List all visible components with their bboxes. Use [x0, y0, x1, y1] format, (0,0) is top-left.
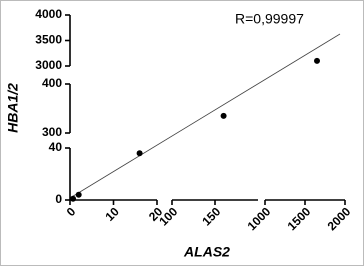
- y-tick-label: 3000: [35, 58, 62, 72]
- y-tick-label: 3500: [35, 33, 62, 47]
- y-tick-label: 0: [55, 192, 62, 206]
- y-axis-label: HBA1/2: [5, 83, 21, 133]
- point: [220, 112, 227, 119]
- x-axis-label: ALAS2: [183, 244, 230, 260]
- y-tick-label: 300: [42, 125, 62, 139]
- point: [314, 57, 320, 64]
- annotation: R=0,99997: [235, 11, 304, 27]
- y-tick-label: 4000: [35, 7, 62, 21]
- point: [136, 150, 143, 157]
- y-tick-label: 40: [49, 140, 63, 154]
- y-tick-label: 400: [42, 76, 62, 90]
- point: [75, 191, 82, 198]
- point: [70, 195, 77, 202]
- fit-line: [69, 33, 341, 199]
